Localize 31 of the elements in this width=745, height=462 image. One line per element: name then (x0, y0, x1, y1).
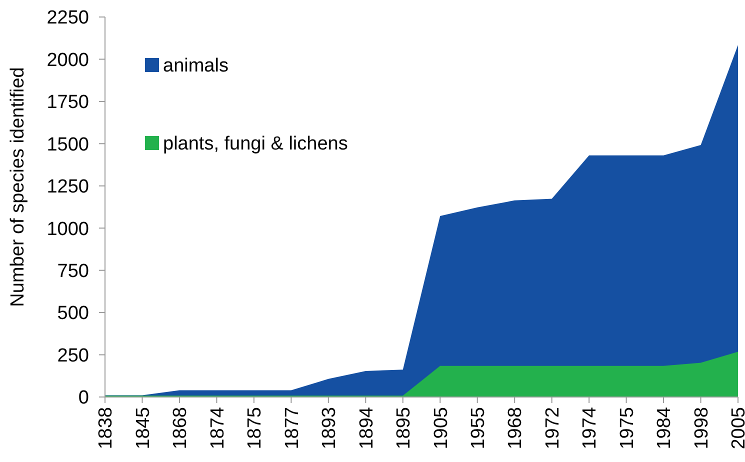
x-tick-label: 1875 (244, 407, 266, 450)
y-axis-title: Number of species identified (8, 67, 29, 307)
y-tick-label: 1750 (46, 92, 89, 114)
x-tick-label: 1845 (132, 407, 154, 450)
x-tick-label: 1893 (319, 407, 340, 450)
x-tick-label: 1974 (580, 406, 601, 450)
x-tick-label: 1868 (170, 407, 192, 450)
y-tick-label: 1000 (46, 218, 89, 240)
y-tick-label: 250 (57, 345, 89, 366)
y-tick-label: 750 (57, 260, 89, 282)
x-tick-label: 1905 (430, 407, 452, 450)
y-tick-label: 2250 (46, 8, 89, 29)
x-tick-label: 1877 (282, 407, 303, 450)
x-tick-label: 1874 (207, 406, 228, 450)
x-tick-label: 1984 (654, 406, 676, 450)
y-tick-label: 1250 (46, 176, 89, 198)
legend-label: plants, fungi & lichens (163, 134, 348, 155)
y-tick-label: 500 (57, 303, 89, 324)
x-tick-label: 1894 (356, 406, 378, 450)
x-tick-label: 1998 (691, 407, 712, 450)
x-tick-label: 2005 (728, 407, 745, 450)
x-tick-label: 1972 (542, 407, 564, 450)
x-tick-label: 1975 (616, 407, 638, 450)
x-tick-label: 1838 (96, 407, 117, 450)
y-tick-label: 0 (78, 388, 89, 409)
y-tick-label: 2000 (46, 50, 89, 71)
x-tick-label: 1895 (394, 407, 415, 450)
legend-label: animals (163, 56, 228, 77)
x-tick-label: 1955 (468, 407, 490, 450)
y-tick-label: 1500 (46, 134, 89, 156)
x-tick-label: 1968 (505, 407, 526, 450)
